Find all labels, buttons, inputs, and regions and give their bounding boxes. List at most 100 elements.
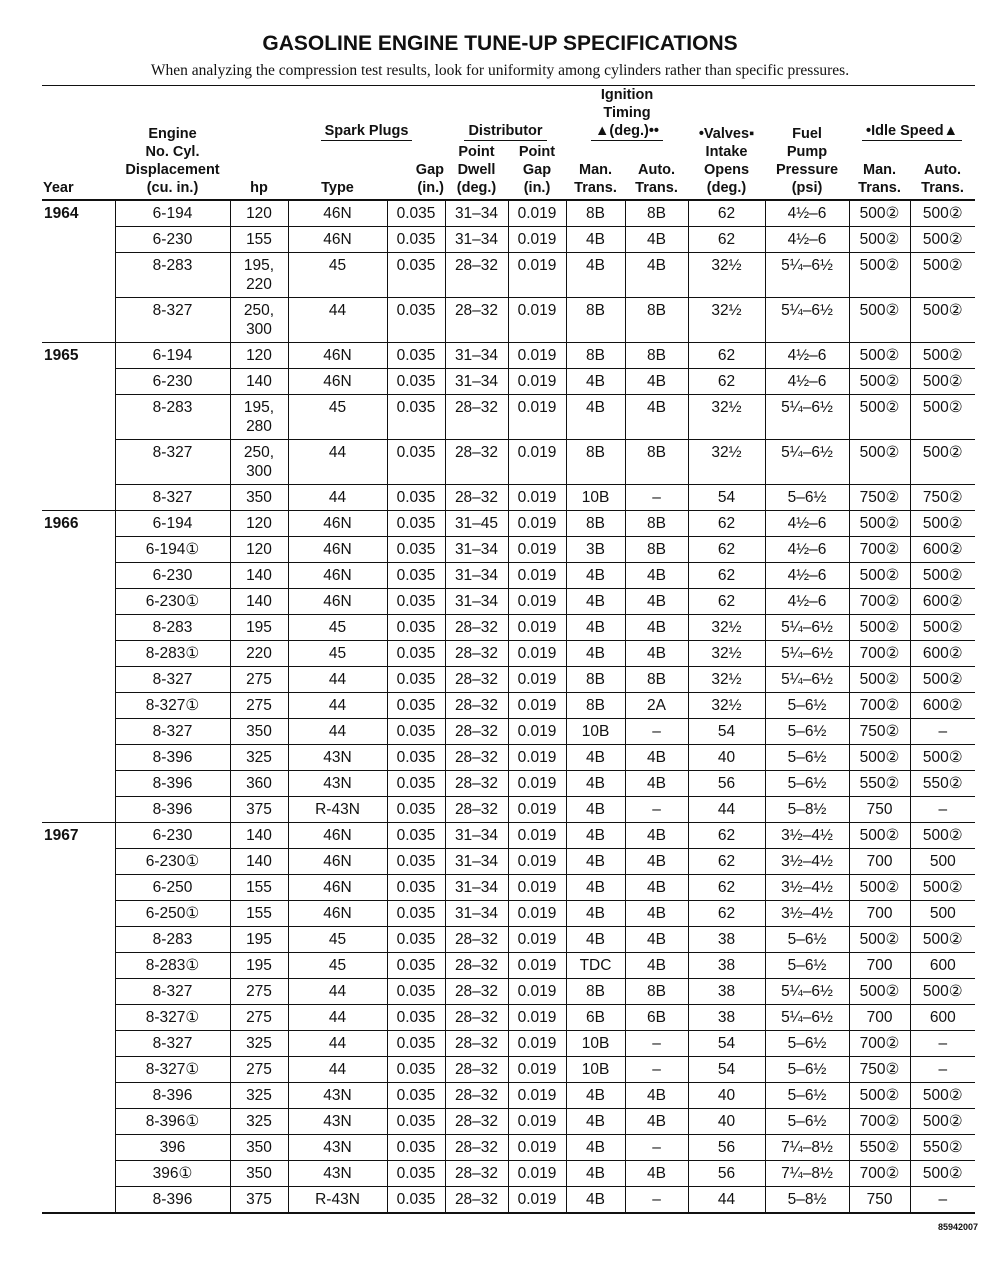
table-row: 8-283 195, 280 45 0.035 28–32 0.019 4B 4B 32½ 5¼–… bbox=[42, 394, 976, 440]
table-cell: 500② bbox=[909, 614, 976, 641]
table-cell: 325 bbox=[229, 1108, 288, 1135]
table-cell: 0.019 bbox=[507, 536, 567, 563]
table-cell: 31–34 bbox=[444, 848, 508, 875]
table-cell: 28–32 bbox=[444, 1056, 508, 1083]
table-cell: 0.019 bbox=[507, 588, 567, 615]
table-cell: – bbox=[624, 1056, 689, 1083]
table-cell: 5¼–6½ bbox=[764, 1004, 850, 1031]
table-cell: 5–6½ bbox=[764, 1082, 850, 1109]
column-header: •Valves▪ Intake Opens (deg.) bbox=[688, 85, 766, 201]
table-cell: 0.035 bbox=[386, 822, 445, 849]
table-cell: – bbox=[624, 796, 689, 823]
table-cell: 120 bbox=[229, 200, 288, 227]
table-cell: 44 bbox=[287, 666, 387, 693]
table-cell: 0.035 bbox=[386, 718, 445, 745]
table-cell: 4B bbox=[624, 926, 689, 953]
table-cell: 3½–4½ bbox=[764, 874, 850, 901]
table-cell: 0.035 bbox=[386, 952, 445, 979]
table-cell: 44 bbox=[287, 484, 387, 511]
table-cell: 0.019 bbox=[507, 562, 567, 589]
table-cell: 44 bbox=[287, 718, 387, 745]
table-cell: 46N bbox=[287, 822, 387, 849]
table-cell: 32½ bbox=[687, 394, 766, 440]
table-cell: 10B bbox=[565, 718, 626, 745]
table-cell: 4B bbox=[565, 588, 626, 615]
table-cell: 0.019 bbox=[507, 1134, 567, 1161]
table-cell: 0.035 bbox=[386, 484, 445, 511]
table-cell: 8B bbox=[624, 978, 689, 1005]
table-cell: 28–32 bbox=[444, 1186, 508, 1214]
table-cell: 5–6½ bbox=[764, 926, 850, 953]
table-cell: 62 bbox=[687, 226, 766, 253]
table-cell: 0.019 bbox=[507, 822, 567, 849]
table-cell: 43N bbox=[287, 744, 387, 771]
table-cell: 56 bbox=[687, 1134, 766, 1161]
table-cell: 5–6½ bbox=[764, 952, 850, 979]
table-row: 8-327① 275 44 0.035 28–32 0.019 10B –54 5–6½ 750②… bbox=[42, 1056, 976, 1083]
table-cell: 28–32 bbox=[444, 252, 508, 298]
table-cell: 120 bbox=[229, 536, 288, 563]
table-cell: 4½–6 bbox=[764, 588, 850, 615]
table-cell: 8-327 bbox=[114, 439, 230, 485]
table-cell: 4B bbox=[565, 796, 626, 823]
table-row: 8-327 350 44 0.035 28–32 0.019 10B –54 5–6½ 750② 7… bbox=[42, 484, 976, 511]
table-cell: 700② bbox=[848, 1160, 911, 1187]
table-cell: 6-250① bbox=[114, 900, 230, 927]
table-cell: 0.019 bbox=[507, 1030, 567, 1057]
table-cell: 500② bbox=[848, 200, 911, 227]
subtitle: When analyzing the compression test resu… bbox=[150, 62, 850, 79]
table-cell: 28–32 bbox=[444, 614, 508, 641]
table-cell: 500② bbox=[909, 1108, 976, 1135]
group-header: Ignition Timing ▲(deg.)•• bbox=[591, 86, 663, 141]
table-cell: 32½ bbox=[687, 614, 766, 641]
table-row: 396 350 43N 0.035 28–32 0.019 4B –56 7¼–8½ 550② 55… bbox=[42, 1134, 976, 1161]
table-cell: 4B bbox=[565, 394, 626, 440]
table-cell: – bbox=[909, 1030, 976, 1057]
table-row: 8-327 250, 300 44 0.035 28–32 0.019 8B 8B 32½ 5¼–… bbox=[42, 297, 976, 343]
table-cell: 31–34 bbox=[444, 226, 508, 253]
table-cell: 62 bbox=[687, 822, 766, 849]
table-row: 6-230 140 46N 0.035 31–34 0.019 4B 4B 62 4½–6 500②… bbox=[42, 562, 976, 589]
table-row: 8-327 275 44 0.035 28–32 0.019 8B 8B 38 5¼–6½ 500②… bbox=[42, 978, 976, 1005]
table-cell: 500② bbox=[909, 1160, 976, 1187]
table-row: 6-230① 140 46N 0.035 31–34 0.019 4B 4B 62 4½–6 700… bbox=[42, 588, 976, 615]
table-cell: 28–32 bbox=[444, 439, 508, 485]
table-cell: 8-327① bbox=[114, 1056, 230, 1083]
column-header: Fuel Pump Pressure (psi) bbox=[765, 85, 850, 201]
table-cell: 5¼–6½ bbox=[764, 614, 850, 641]
table-cell: 28–32 bbox=[444, 1082, 508, 1109]
table-cell: 28–32 bbox=[444, 484, 508, 511]
table-cell: – bbox=[624, 1030, 689, 1057]
table-cell: 31–34 bbox=[444, 368, 508, 395]
table-cell: 38 bbox=[687, 1004, 766, 1031]
table-cell: 28–32 bbox=[444, 1004, 508, 1031]
table-cell: 500② bbox=[909, 822, 976, 849]
table-cell: 43N bbox=[287, 1082, 387, 1109]
table-cell: 62 bbox=[687, 848, 766, 875]
table-cell: 8B bbox=[565, 978, 626, 1005]
table-cell: 0.035 bbox=[386, 1030, 445, 1057]
table-cell: 275 bbox=[229, 1004, 288, 1031]
table-row: 8-327 350 44 0.035 28–32 0.019 10B –54 5–6½ 750② – bbox=[42, 718, 976, 745]
table-row: 8-396 375 R-43N 0.035 28–32 0.019 4B –44 5–8½ 750… bbox=[42, 796, 976, 823]
table-cell: 38 bbox=[687, 926, 766, 953]
table-cell: 500② bbox=[848, 342, 911, 369]
table-cell: 0.035 bbox=[386, 666, 445, 693]
table-cell: 7¼–8½ bbox=[764, 1134, 850, 1161]
table-cell: 500② bbox=[848, 666, 911, 693]
table-cell: 6-230 bbox=[114, 822, 230, 849]
table-cell: 0.019 bbox=[507, 926, 567, 953]
table-cell: 8-327 bbox=[114, 1030, 230, 1057]
table-cell: 4B bbox=[624, 588, 689, 615]
table-cell: 8-327 bbox=[114, 297, 230, 343]
table-row: 8-327 325 44 0.035 28–32 0.019 10B –54 5–6½ 700② – bbox=[42, 1030, 976, 1057]
table-cell: 6-230 bbox=[114, 226, 230, 253]
table-cell: 4B bbox=[565, 900, 626, 927]
table-cell: 40 bbox=[687, 1082, 766, 1109]
table-cell: R-43N bbox=[287, 1186, 387, 1214]
table-cell: 0.035 bbox=[386, 1082, 445, 1109]
table-cell: 7¼–8½ bbox=[764, 1160, 850, 1187]
table-row: 1966 6-194 120 46N 0.035 31–45 0.019 8B 8B 62 4½–6… bbox=[42, 510, 976, 823]
table-cell: 5¼–6½ bbox=[764, 394, 850, 440]
table-cell: 500② bbox=[848, 394, 911, 440]
